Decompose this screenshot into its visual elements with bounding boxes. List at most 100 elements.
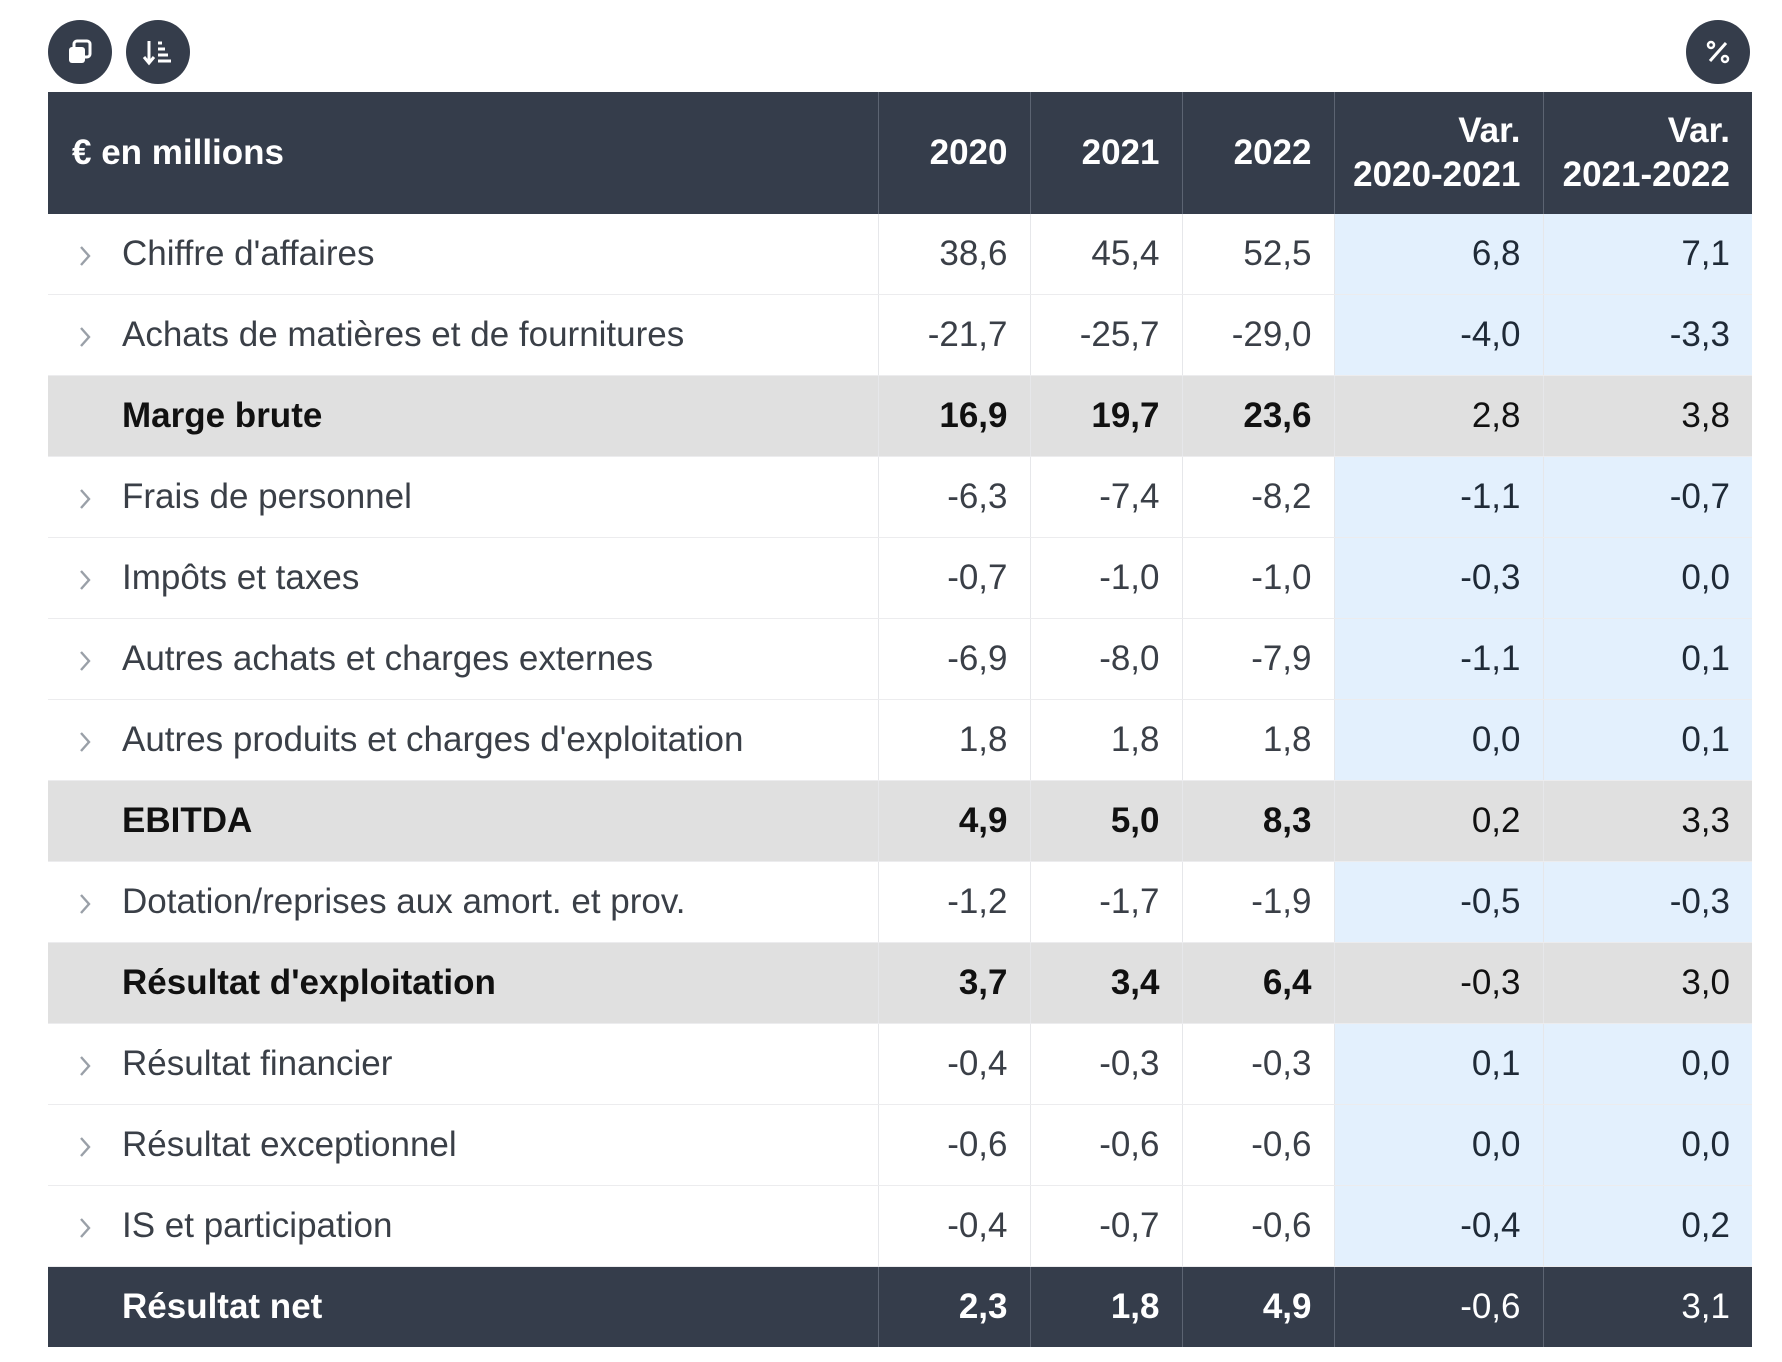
percent-toggle-button[interactable] bbox=[1686, 20, 1750, 84]
table-row[interactable]: Chiffre d'affaires 38,6 45,4 52,5 6,8 7,1 bbox=[48, 214, 1752, 295]
header-2022[interactable]: 2022 bbox=[1182, 92, 1335, 214]
row-label: Autres achats et charges externes bbox=[122, 639, 654, 678]
cell-v2020: -6,9 bbox=[878, 618, 1031, 700]
cell-v2022: 8,3 bbox=[1182, 780, 1335, 862]
cell-v2021: -0,6 bbox=[1030, 1104, 1183, 1186]
sort-descending-icon bbox=[142, 37, 174, 67]
cell-var1: -0,3 bbox=[1334, 942, 1544, 1024]
row-label-cell: EBITDA bbox=[48, 780, 879, 862]
cell-v2021: -0,7 bbox=[1030, 1185, 1183, 1267]
cell-v2020: -0,6 bbox=[878, 1104, 1031, 1186]
table-toolbar bbox=[0, 0, 1782, 92]
cell-v2021: -1,7 bbox=[1030, 861, 1183, 943]
row-label-cell: Résultat net bbox=[48, 1266, 879, 1347]
chevron-right-icon[interactable] bbox=[76, 1053, 122, 1079]
row-label-cell: Chiffre d'affaires bbox=[48, 214, 879, 295]
table-row[interactable]: Autres produits et charges d'exploitatio… bbox=[48, 699, 1752, 781]
cell-var1: 0,2 bbox=[1334, 780, 1544, 862]
cell-var2: -0,7 bbox=[1543, 456, 1752, 538]
table-row[interactable]: Dotation/reprises aux amort. et prov. -1,… bbox=[48, 861, 1752, 943]
header-var-2021-2022[interactable]: Var. 2021-2022 bbox=[1543, 92, 1752, 214]
total-row: Résultat net 2,3 1,8 4,9 -0,6 3,1 bbox=[48, 1266, 1752, 1347]
cell-var2: 3,3 bbox=[1543, 780, 1752, 862]
cell-v2020: -21,7 bbox=[878, 294, 1031, 376]
cell-v2020: -0,4 bbox=[878, 1185, 1031, 1267]
row-label: EBITDA bbox=[122, 801, 253, 840]
row-label: Achats de matières et de fournitures bbox=[122, 315, 685, 354]
cell-var2: -0,3 bbox=[1543, 861, 1752, 943]
cell-v2020: -0,4 bbox=[878, 1023, 1031, 1105]
table-row[interactable]: Frais de personnel -6,3 -7,4 -8,2 -1,1 -0,7 bbox=[48, 456, 1752, 538]
header-2021[interactable]: 2021 bbox=[1030, 92, 1183, 214]
cell-var2: 0,2 bbox=[1543, 1185, 1752, 1267]
cell-var1: -4,0 bbox=[1334, 294, 1544, 376]
cell-var1: 0,0 bbox=[1334, 1104, 1544, 1186]
header-var2-line1: Var. bbox=[1667, 111, 1730, 150]
chevron-right-icon[interactable] bbox=[76, 486, 122, 512]
chevron-right-icon[interactable] bbox=[76, 1134, 122, 1160]
row-label: Marge brute bbox=[122, 396, 323, 435]
chevron-right-icon[interactable] bbox=[76, 891, 122, 917]
cell-v2021: 45,4 bbox=[1030, 214, 1183, 295]
cell-var1: 2,8 bbox=[1334, 375, 1544, 457]
cell-v2020: -0,7 bbox=[878, 537, 1031, 619]
cell-v2021: 19,7 bbox=[1030, 375, 1183, 457]
header-var1-line1: Var. bbox=[1458, 111, 1521, 150]
cell-v2022: 23,6 bbox=[1182, 375, 1335, 457]
cell-v2020: -1,2 bbox=[878, 861, 1031, 943]
cell-var1: 6,8 bbox=[1334, 214, 1544, 295]
cell-v2022: 1,8 bbox=[1182, 699, 1335, 781]
cell-var2: 3,8 bbox=[1543, 375, 1752, 457]
cell-v2020: 4,9 bbox=[878, 780, 1031, 862]
chevron-right-icon[interactable] bbox=[76, 243, 122, 269]
sort-button[interactable] bbox=[126, 20, 190, 84]
cell-v2021: 3,4 bbox=[1030, 942, 1183, 1024]
table-row[interactable]: Résultat exceptionnel -0,6 -0,6 -0,6 0,0 0,0 bbox=[48, 1104, 1752, 1186]
cell-v2021: -7,4 bbox=[1030, 456, 1183, 538]
cell-v2022: -29,0 bbox=[1182, 294, 1335, 376]
cell-var2: 7,1 bbox=[1543, 214, 1752, 295]
cell-var2: 3,1 bbox=[1543, 1266, 1752, 1347]
cell-var2: 0,0 bbox=[1543, 1104, 1752, 1186]
table-row[interactable]: Autres achats et charges externes -6,9 -8,… bbox=[48, 618, 1752, 700]
table-row[interactable]: Impôts et taxes -0,7 -1,0 -1,0 -0,3 0,0 bbox=[48, 537, 1752, 619]
cell-var1: -0,6 bbox=[1334, 1266, 1544, 1347]
table-row[interactable]: IS et participation -0,4 -0,7 -0,6 -0,4 0,2 bbox=[48, 1185, 1752, 1267]
chevron-right-icon[interactable] bbox=[76, 1215, 122, 1241]
cell-var1: 0,1 bbox=[1334, 1023, 1544, 1105]
chevron-right-icon[interactable] bbox=[76, 324, 122, 350]
cell-v2022: 52,5 bbox=[1182, 214, 1335, 295]
cell-var1: -1,1 bbox=[1334, 618, 1544, 700]
row-label-cell: Achats de matières et de fournitures bbox=[48, 294, 879, 376]
header-var2-line2: 2021-2022 bbox=[1562, 155, 1730, 194]
cell-v2021: 5,0 bbox=[1030, 780, 1183, 862]
row-label: Résultat financier bbox=[122, 1044, 393, 1083]
cell-v2022: -1,9 bbox=[1182, 861, 1335, 943]
header-2020[interactable]: 2020 bbox=[878, 92, 1031, 214]
cell-v2022: -0,6 bbox=[1182, 1185, 1335, 1267]
header-var-2020-2021[interactable]: Var. 2020-2021 bbox=[1334, 92, 1544, 214]
cell-var2: 0,0 bbox=[1543, 537, 1752, 619]
row-label-cell: Résultat exceptionnel bbox=[48, 1104, 879, 1186]
cell-v2021: -25,7 bbox=[1030, 294, 1183, 376]
cell-var2: 0,1 bbox=[1543, 618, 1752, 700]
cell-v2020: 2,3 bbox=[878, 1266, 1031, 1347]
chevron-right-icon[interactable] bbox=[76, 729, 122, 755]
chevron-right-icon[interactable] bbox=[76, 567, 122, 593]
copy-button[interactable] bbox=[48, 20, 112, 84]
chevron-right-icon[interactable] bbox=[76, 648, 122, 674]
cell-v2022: -8,2 bbox=[1182, 456, 1335, 538]
table-row[interactable]: Résultat financier -0,4 -0,3 -0,3 0,1 0,0 bbox=[48, 1023, 1752, 1105]
subtotal-row: Marge brute 16,9 19,7 23,6 2,8 3,8 bbox=[48, 375, 1752, 457]
cell-v2021: -1,0 bbox=[1030, 537, 1183, 619]
subtotal-row: Résultat d'exploitation 3,7 3,4 6,4 -0,3 3,0 bbox=[48, 942, 1752, 1024]
row-label: IS et participation bbox=[122, 1206, 393, 1245]
cell-v2020: 16,9 bbox=[878, 375, 1031, 457]
cell-var2: -3,3 bbox=[1543, 294, 1752, 376]
header-label: € en millions bbox=[48, 92, 879, 214]
row-label-cell: Autres produits et charges d'exploitatio… bbox=[48, 699, 879, 781]
row-label: Impôts et taxes bbox=[122, 558, 360, 597]
row-label: Autres produits et charges d'exploitatio… bbox=[122, 720, 744, 759]
table-row[interactable]: Achats de matières et de fournitures -21,… bbox=[48, 294, 1752, 376]
cell-v2021: 1,8 bbox=[1030, 699, 1183, 781]
